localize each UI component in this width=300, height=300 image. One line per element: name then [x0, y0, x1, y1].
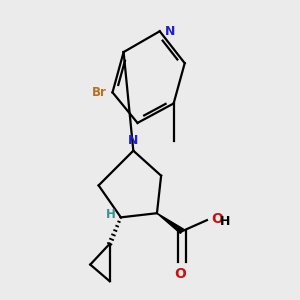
Text: H: H: [219, 215, 230, 228]
Text: N: N: [165, 25, 176, 38]
Text: O: O: [175, 267, 187, 281]
Text: Br: Br: [92, 86, 107, 99]
Polygon shape: [157, 213, 184, 233]
Text: N: N: [128, 134, 139, 146]
Text: H: H: [105, 208, 115, 221]
Text: O: O: [211, 212, 223, 226]
